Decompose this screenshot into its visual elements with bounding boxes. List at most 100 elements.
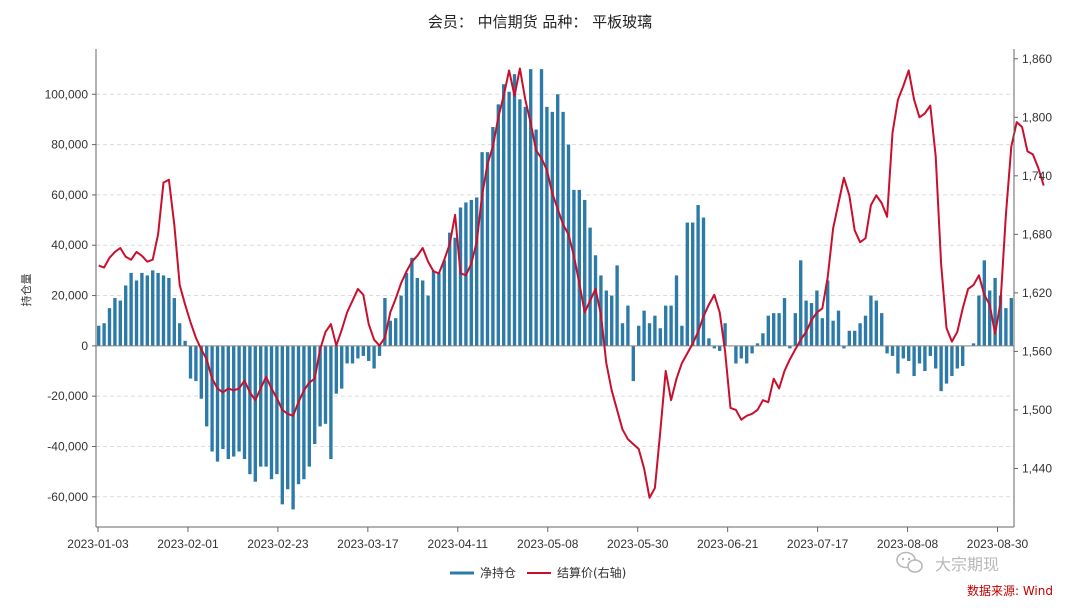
bar bbox=[421, 280, 425, 346]
bar bbox=[151, 270, 155, 346]
x-tick-label: 2023-08-08 bbox=[877, 537, 939, 551]
left-tick-label: 100,000 bbox=[45, 87, 89, 101]
x-tick-label: 2023-05-08 bbox=[517, 537, 579, 551]
watermark: 大宗期现 bbox=[896, 551, 999, 574]
line-series bbox=[98, 67, 1045, 499]
right-tick-label: 1,680 bbox=[1022, 227, 1052, 241]
left-tick-label: 80,000 bbox=[51, 138, 88, 152]
bar bbox=[869, 295, 873, 346]
bar bbox=[377, 345, 382, 356]
bar bbox=[178, 323, 182, 346]
bar bbox=[167, 277, 171, 346]
bar bbox=[766, 315, 770, 346]
right-tick-label: 1,500 bbox=[1022, 403, 1052, 417]
bar bbox=[907, 345, 911, 361]
bar bbox=[237, 345, 241, 452]
bar bbox=[820, 318, 824, 346]
x-tick-label: 2023-05-30 bbox=[607, 537, 669, 551]
bar bbox=[896, 345, 900, 374]
bar bbox=[772, 313, 776, 346]
bar bbox=[107, 308, 112, 346]
bar bbox=[799, 260, 803, 346]
bar bbox=[831, 320, 835, 346]
x-tick-label: 2023-02-23 bbox=[247, 537, 309, 551]
right-tick-label: 1,740 bbox=[1022, 169, 1052, 183]
bar bbox=[545, 106, 549, 346]
left-tick-label: 60,000 bbox=[51, 188, 88, 202]
bar bbox=[853, 330, 857, 346]
legend-bar-label: 净持仓 bbox=[480, 565, 516, 580]
left-tick-label: 0 bbox=[81, 339, 88, 353]
bar bbox=[669, 305, 673, 346]
bar bbox=[858, 323, 862, 346]
bar bbox=[512, 74, 517, 346]
bar bbox=[755, 343, 760, 346]
bar bbox=[458, 207, 463, 346]
bar bbox=[475, 197, 479, 346]
bar bbox=[691, 222, 695, 346]
bar bbox=[253, 345, 257, 482]
bar bbox=[615, 265, 619, 346]
bar bbox=[367, 345, 371, 361]
bar bbox=[383, 298, 387, 346]
bar bbox=[637, 325, 641, 346]
grid-lines bbox=[96, 93, 1014, 498]
bar bbox=[1009, 298, 1013, 346]
right-tick-label: 1,860 bbox=[1022, 52, 1052, 66]
left-tick-label: 40,000 bbox=[51, 238, 88, 252]
bar bbox=[102, 323, 106, 346]
bar bbox=[518, 99, 522, 346]
bar bbox=[145, 275, 149, 346]
bar bbox=[453, 237, 457, 346]
y-axis-label: 持仓量 bbox=[19, 274, 33, 307]
bar bbox=[442, 260, 446, 346]
bar bbox=[631, 345, 635, 382]
x-tick-label: 2023-01-03 bbox=[67, 537, 129, 551]
bar bbox=[275, 345, 279, 475]
bar bbox=[556, 94, 560, 346]
bar bbox=[939, 345, 943, 392]
bar bbox=[307, 345, 311, 467]
bar bbox=[658, 328, 662, 346]
bar bbox=[502, 84, 506, 346]
bar bbox=[140, 272, 144, 346]
bar bbox=[647, 323, 652, 346]
left-tick-label: 20,000 bbox=[51, 289, 88, 303]
bar bbox=[685, 222, 689, 346]
x-tick-label: 2023-03-17 bbox=[337, 537, 399, 551]
bar bbox=[280, 345, 284, 505]
bar bbox=[788, 345, 792, 349]
bar bbox=[610, 295, 614, 346]
right-tick-label: 1,620 bbox=[1022, 286, 1052, 300]
bar bbox=[194, 345, 198, 382]
bar bbox=[745, 345, 749, 364]
settlement-price-line bbox=[98, 67, 1045, 499]
bar bbox=[318, 345, 322, 427]
bar bbox=[313, 345, 317, 444]
bar bbox=[701, 217, 706, 346]
bar bbox=[485, 152, 490, 346]
bar bbox=[523, 106, 527, 346]
bar bbox=[415, 277, 419, 346]
bar bbox=[885, 345, 889, 354]
bar bbox=[761, 333, 765, 346]
bar bbox=[583, 199, 587, 346]
bar bbox=[777, 313, 781, 346]
left-tick-label: -60,000 bbox=[47, 490, 88, 504]
bar bbox=[680, 325, 684, 346]
bar bbox=[172, 298, 176, 346]
bar bbox=[496, 104, 500, 346]
bar bbox=[259, 345, 263, 467]
x-tick-label: 2023-08-30 bbox=[967, 537, 1029, 551]
bar bbox=[534, 129, 538, 346]
bar bbox=[739, 345, 743, 359]
bar bbox=[221, 345, 225, 450]
left-tick-label: -40,000 bbox=[47, 439, 88, 453]
bar bbox=[161, 275, 166, 346]
bar bbox=[842, 345, 846, 349]
bar bbox=[431, 270, 436, 346]
bar bbox=[620, 323, 625, 346]
axes bbox=[95, 49, 1015, 528]
bar bbox=[264, 345, 268, 467]
